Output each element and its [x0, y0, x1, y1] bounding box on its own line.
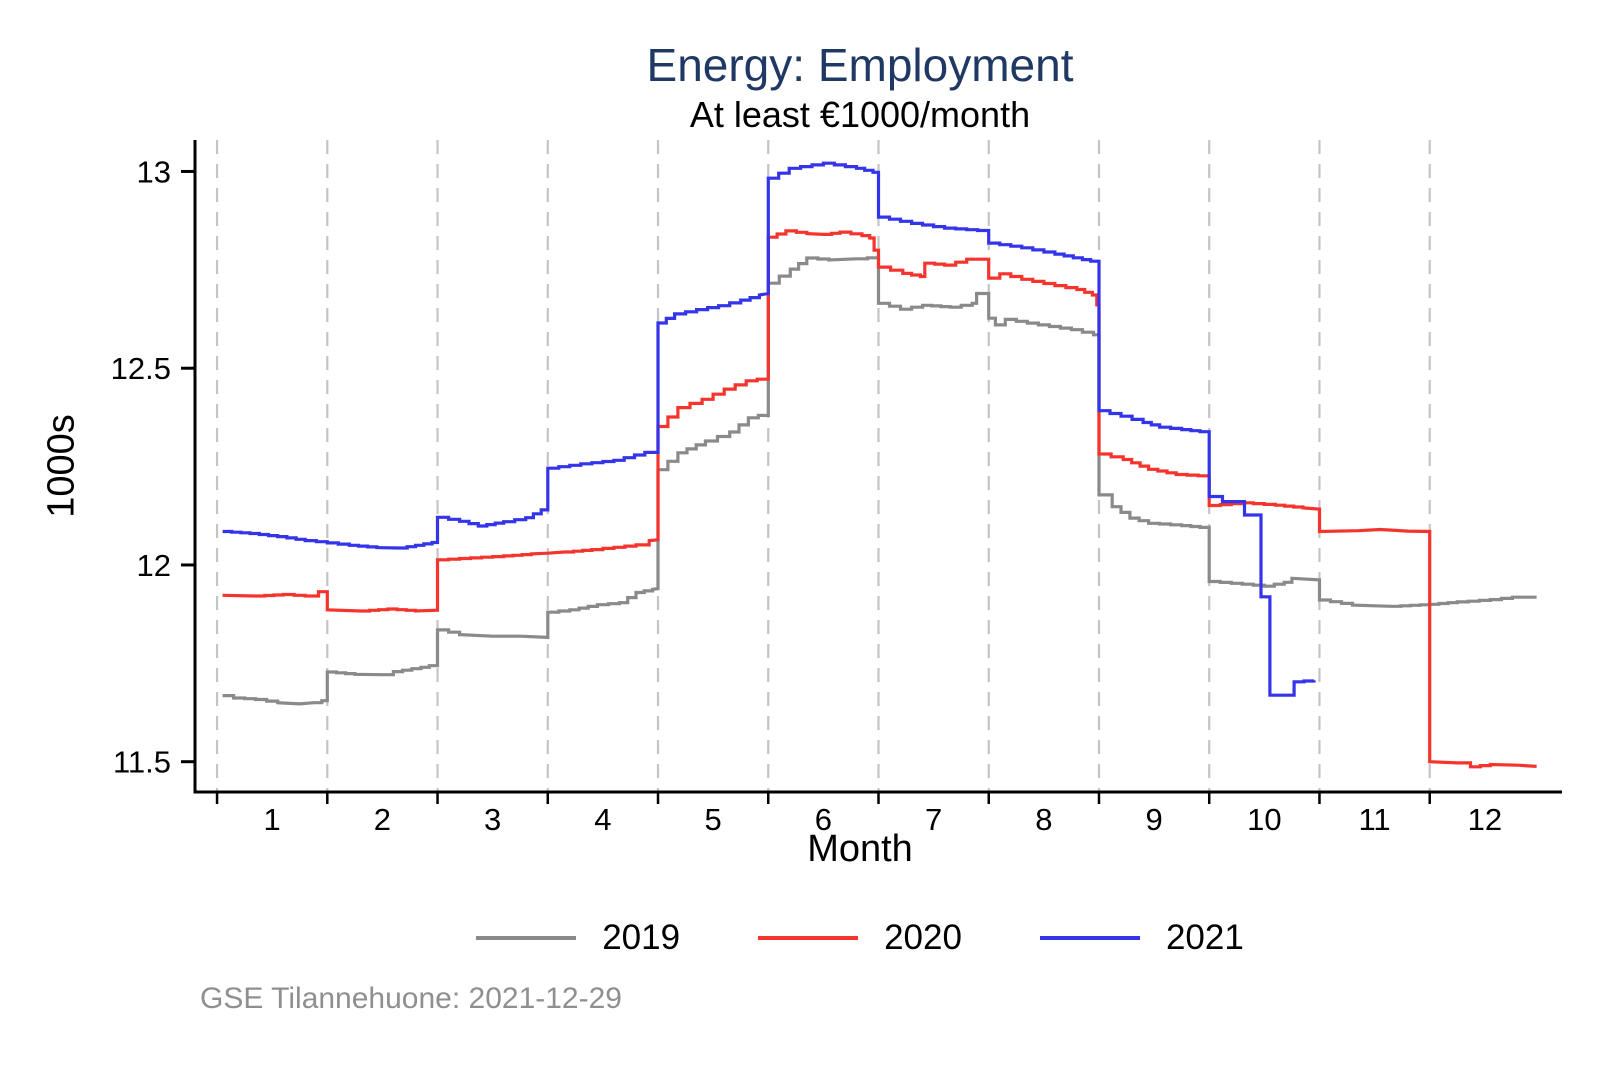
x-tick-label: 10: [1247, 802, 1281, 837]
x-tick-label: 8: [1035, 802, 1052, 837]
legend: 2019 2020 2021: [160, 916, 1560, 960]
series-line-2019: [222, 256, 1537, 706]
y-tick-label: 12: [137, 548, 171, 583]
legend-label: 2020: [884, 918, 962, 957]
y-tick-label: 12.5: [111, 351, 171, 386]
x-tick-label: 12: [1468, 802, 1502, 837]
legend-item: 2020: [758, 918, 962, 958]
x-tick-label: 11: [1358, 802, 1390, 837]
x-tick-label: 4: [594, 802, 611, 837]
chart-title: Energy: Employment: [646, 39, 1074, 91]
x-tick-label: 3: [484, 802, 501, 837]
y-tick-label: 11.5: [113, 745, 171, 780]
x-tick-label: 1: [264, 802, 281, 837]
x-tick-label: 9: [1145, 802, 1162, 837]
y-tick-label: 13: [137, 154, 171, 189]
series-line-2021: [222, 161, 1316, 697]
legend-swatch: [1039, 936, 1140, 940]
legend-label: 2019: [602, 918, 681, 957]
x-axis-label: Month: [807, 828, 913, 870]
legend-item: 2021: [1039, 918, 1244, 958]
legend-swatch: [758, 936, 859, 940]
footer-note: GSE Tilannehuone: 2021-12-29: [200, 982, 622, 1015]
x-tick-label: 6: [815, 802, 832, 837]
x-tick-label: 7: [925, 802, 942, 837]
x-tick-label: 5: [705, 802, 722, 837]
legend-swatch: [476, 936, 577, 940]
x-tick-label: 2: [374, 802, 391, 837]
legend-item: 2019: [476, 918, 680, 958]
chart-subtitle: At least €1000/month: [689, 94, 1031, 135]
legend-label: 2021: [1165, 918, 1244, 957]
